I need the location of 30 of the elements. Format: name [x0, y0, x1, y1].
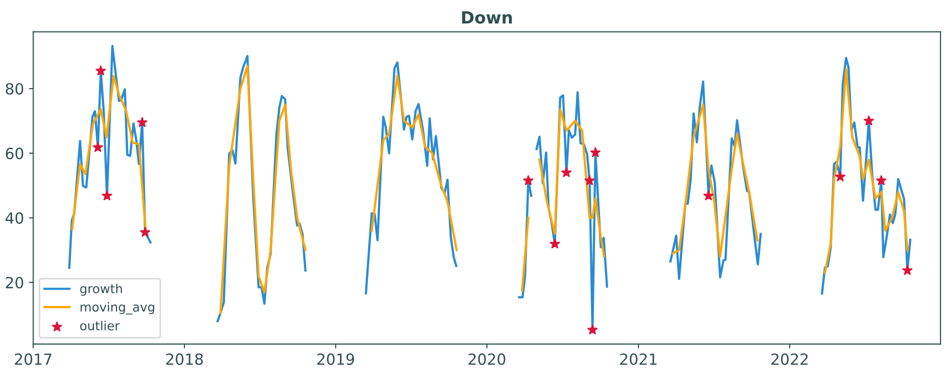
point	[876, 175, 886, 186]
point	[561, 167, 572, 178]
x-tick-label: 2022	[771, 353, 808, 365]
legend-label: outlier	[80, 320, 120, 330]
point	[590, 147, 601, 158]
x-tick-label: 2021	[620, 353, 657, 365]
point	[140, 226, 150, 237]
point	[587, 324, 598, 334]
x-tick-label: 2018	[166, 353, 203, 365]
point	[92, 142, 103, 152]
y-tick-label: 60	[6, 148, 24, 160]
x-tick-label: 2019	[317, 353, 354, 365]
y-tick-label: 80	[6, 83, 24, 95]
point	[584, 175, 595, 186]
point	[902, 265, 912, 275]
x-tick-label: 2017	[14, 353, 52, 365]
point	[96, 66, 106, 76]
y-tick-label: 20	[6, 276, 24, 288]
chart-title: Down	[462, 11, 512, 24]
point	[102, 190, 112, 200]
y-tick-label: 40	[6, 212, 24, 224]
point	[137, 117, 148, 127]
x-tick-label: 2020	[468, 353, 506, 365]
point	[835, 171, 846, 182]
point	[864, 116, 874, 126]
legend-label: growth	[80, 284, 122, 296]
point	[523, 175, 534, 186]
point	[550, 238, 560, 248]
legend-label: moving_avg	[80, 302, 154, 314]
point	[703, 190, 714, 200]
